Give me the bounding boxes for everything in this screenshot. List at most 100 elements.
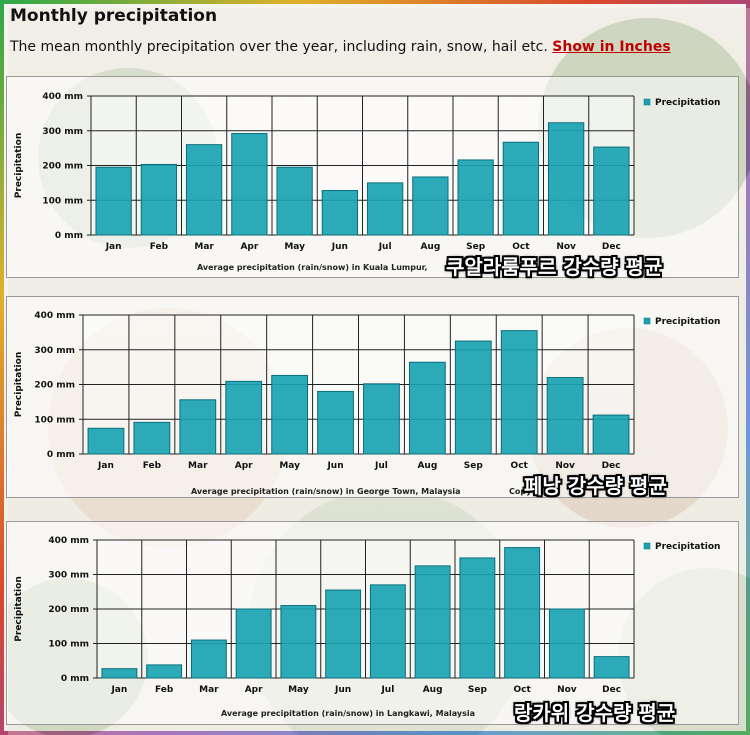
page-title: Monthly precipitation [10,6,218,26]
bar-jul [363,383,400,455]
overlay-label-kuala-lumpur: 쿠알라룸푸르 강수량 평균 [446,255,663,279]
precipitation-chart-kuala-lumpur: 0 mm 100 mm 200 mm 300 mm 400 mm Jan Feb Mar Apr… [14,92,720,272]
bar-dec [592,414,630,455]
bar-apr [231,133,268,236]
x-axis-caption: Average precipitation (rain/snow) in Geo… [191,487,461,496]
x-tick-label: Jul [380,685,394,695]
x-tick-label: Jul [378,242,392,252]
overlay-label-langkawi: 랑카위 강수량 평균 [514,701,676,725]
bar-jun [317,390,354,455]
bar-feb [146,664,183,679]
bar-nov [547,122,585,236]
bar-may [280,605,317,679]
bar-may [271,374,309,455]
x-tick-label: Feb [155,685,174,695]
x-axis-caption: Average precipitation (rain/snow) in Kua… [197,263,427,272]
x-tick-label: Sep [464,461,484,471]
bar-aug [408,361,446,455]
bar-apr [225,380,263,455]
bar-apr [235,608,272,679]
legend-swatch [643,542,651,550]
y-axis-label: Precipitation [14,133,24,198]
y-tick-label: 100 mm [48,640,89,650]
x-tick-label: Feb [150,242,169,252]
y-tick-label: 400 mm [48,536,89,546]
x-tick-label: Dec [602,461,621,471]
legend-label: Precipitation [655,542,720,552]
bar-oct [500,330,538,455]
y-tick-label: 300 mm [48,571,89,581]
subtitle-text: The mean monthly precipitation over the … [10,39,548,55]
bar-oct [504,547,541,679]
bar-jan [95,166,132,236]
bar-nov [548,608,585,679]
bar-jan [87,427,125,455]
x-tick-label: Oct [512,242,530,252]
x-tick-label: Dec [602,685,621,695]
show-in-inches-link[interactable]: Show in Inches [552,39,671,55]
x-tick-label: May [288,685,309,695]
bar-mar [190,639,227,679]
bar-jun [325,589,362,679]
x-tick-label: Aug [423,685,443,695]
y-tick-label: 200 mm [34,381,75,391]
y-tick-label: 0 mm [55,231,83,241]
x-tick-label: Mar [194,242,214,252]
bar-mar [185,144,223,236]
precipitation-chart-george-town: 0 mm 100 mm 200 mm 300 mm 400 mm Jan Feb Mar Apr… [14,311,720,496]
x-tick-label: Mar [199,685,219,695]
y-tick-label: 200 mm [48,605,89,615]
x-tick-label: Jun [326,461,343,471]
x-tick-label: Apr [235,461,253,471]
x-tick-label: Jan [97,461,114,471]
bar-oct [502,141,540,236]
legend-swatch [643,98,651,106]
precipitation-chart-langkawi: 0 mm 100 mm 200 mm 300 mm 400 mm Jan Feb Mar Apr… [14,536,720,718]
bar-sep [459,557,496,679]
x-tick-label: Mar [188,461,208,471]
x-tick-label: Apr [245,685,263,695]
y-axis-label: Precipitation [14,352,24,417]
x-tick-label: Dec [602,242,621,252]
bar-jun [321,190,359,236]
bar-aug [412,176,449,236]
page-subtitle: The mean monthly precipitation over the … [10,39,671,55]
bar-jul [369,584,406,679]
x-tick-label: Oct [511,461,529,471]
copyright-text: Copy [509,487,532,496]
chart-panel-george-town: 0 mm 100 mm 200 mm 300 mm 400 mm Jan Feb Mar Apr… [6,296,739,498]
x-tick-label: Sep [466,242,486,252]
chart-panel-kuala-lumpur: 0 mm 100 mm 200 mm 300 mm 400 mm Jan Feb Mar Apr… [6,76,739,278]
x-tick-label: Jan [110,685,127,695]
bar-nov [546,377,584,455]
y-axis-label: Precipitation [14,576,24,641]
x-axis-caption: Average precipitation (rain/snow) in Lan… [221,709,475,718]
x-tick-label: Feb [143,461,162,471]
bar-feb [133,421,171,455]
y-tick-label: 200 mm [42,162,83,172]
y-tick-label: 300 mm [34,346,75,356]
bar-jan [101,668,138,679]
x-tick-label: Nov [556,242,576,252]
x-tick-label: Nov [555,461,575,471]
y-tick-label: 100 mm [34,415,75,425]
x-tick-label: May [279,461,300,471]
y-tick-label: 400 mm [42,92,83,102]
overlay-label-george-town: 페낭 강수량 평균 [524,474,667,498]
y-tick-label: 300 mm [42,127,83,137]
bar-dec [593,146,630,236]
x-tick-label: Jun [334,685,351,695]
y-tick-label: 100 mm [42,196,83,206]
x-tick-label: Nov [557,685,577,695]
x-tick-label: Aug [420,242,440,252]
x-tick-label: Jan [105,242,122,252]
bar-dec [593,656,630,679]
bar-mar [179,399,217,455]
x-tick-label: Jul [374,461,388,471]
bar-feb [140,163,178,236]
y-tick-label: 0 mm [61,674,89,684]
legend-swatch [643,317,651,325]
y-tick-label: 0 mm [47,450,75,460]
bar-jul [366,182,404,236]
x-tick-label: Apr [240,242,258,252]
